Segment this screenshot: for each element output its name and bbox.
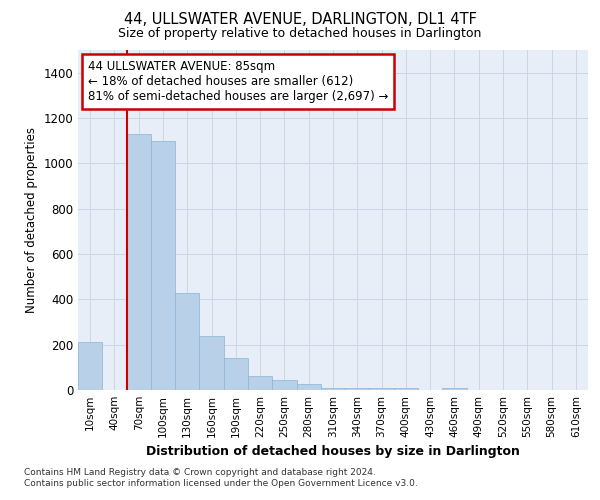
X-axis label: Distribution of detached houses by size in Darlington: Distribution of detached houses by size … [146, 445, 520, 458]
Bar [127, 134, 151, 390]
Bar [296, 384, 321, 390]
Bar [248, 376, 272, 390]
Bar [272, 380, 296, 390]
Text: 44, ULLSWATER AVENUE, DARLINGTON, DL1 4TF: 44, ULLSWATER AVENUE, DARLINGTON, DL1 4T… [124, 12, 476, 28]
Y-axis label: Number of detached properties: Number of detached properties [25, 127, 38, 313]
Bar [394, 388, 418, 390]
Bar [442, 388, 467, 390]
Text: Size of property relative to detached houses in Darlington: Size of property relative to detached ho… [118, 28, 482, 40]
Bar [224, 358, 248, 390]
Bar [78, 342, 102, 390]
Bar [321, 388, 345, 390]
Bar [199, 336, 224, 390]
Text: 44 ULLSWATER AVENUE: 85sqm
← 18% of detached houses are smaller (612)
81% of sem: 44 ULLSWATER AVENUE: 85sqm ← 18% of deta… [88, 60, 389, 103]
Text: Contains HM Land Registry data © Crown copyright and database right 2024.
Contai: Contains HM Land Registry data © Crown c… [24, 468, 418, 487]
Bar [345, 388, 370, 390]
Bar [175, 292, 199, 390]
Bar [370, 388, 394, 390]
Bar [151, 140, 175, 390]
